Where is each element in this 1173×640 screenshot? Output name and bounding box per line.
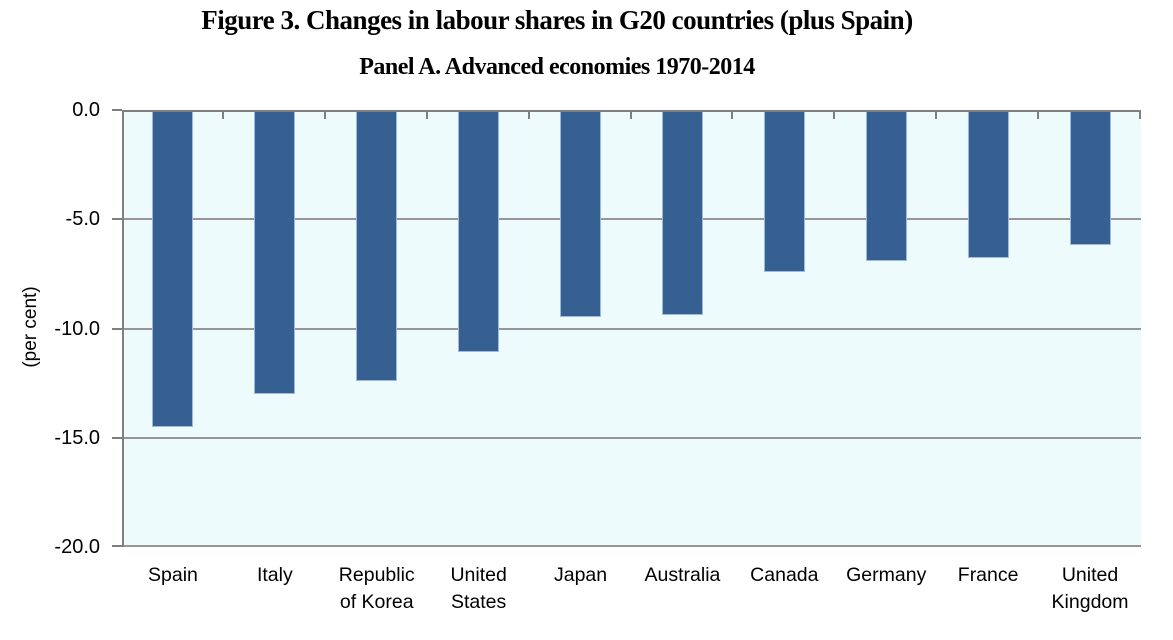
x-axis-tick <box>426 110 428 119</box>
figure-subtitle: Panel A. Advanced economies 1970-2014 <box>359 54 755 80</box>
y-axis-tick-label: -15.0 <box>54 426 100 449</box>
x-axis-tick <box>324 110 326 119</box>
bar-spain <box>152 112 194 427</box>
x-axis-tick <box>528 110 530 119</box>
x-axis-tick <box>1037 110 1039 119</box>
x-axis-category-label-canada: Canada <box>750 564 819 586</box>
y-axis-tick <box>112 327 122 330</box>
bar-republic-of-korea <box>356 112 398 381</box>
bar-germany <box>865 112 907 261</box>
x-axis-tick <box>222 110 224 119</box>
x-axis-category-label-united-kingdom: United Kingdom <box>1051 564 1129 613</box>
bar-australia <box>661 112 703 315</box>
x-axis-tick <box>833 110 835 119</box>
y-axis-tick-label: 0.0 <box>72 99 100 121</box>
plot-area <box>122 110 1141 547</box>
x-axis-category-label-italy: Italy <box>256 564 293 586</box>
gridline <box>122 545 1141 547</box>
x-axis-category-label-australia: Australia <box>644 564 721 586</box>
bar-united-kingdom <box>1069 112 1111 245</box>
bar-canada <box>763 112 805 272</box>
x-axis-category-label-france: France <box>957 564 1019 586</box>
y-axis-tick <box>112 109 122 111</box>
gridline <box>122 436 1141 439</box>
y-axis-line <box>122 110 124 547</box>
y-axis-tick-label: -5.0 <box>65 208 100 231</box>
bar-italy <box>254 112 296 394</box>
y-axis-tick-label: -20.0 <box>54 536 100 558</box>
gridline <box>122 327 1141 330</box>
x-axis-category-label-republic-of-korea: Republic of Korea <box>338 564 415 613</box>
bar-france <box>967 112 1009 258</box>
bar-united-states <box>458 112 500 352</box>
x-axis-category-label-united-states: United States <box>450 564 507 613</box>
x-axis-category-label-japan: Japan <box>553 564 608 586</box>
bar-japan <box>560 112 602 317</box>
y-axis-tick <box>112 436 122 439</box>
x-axis-category-label-germany: Germany <box>846 564 927 586</box>
y-axis-tick <box>112 218 122 221</box>
y-axis-tick <box>112 545 122 547</box>
x-axis-tick <box>731 110 733 119</box>
x-axis-tick <box>935 110 937 119</box>
gridline <box>122 218 1141 221</box>
figure-title: Figure 3. Changes in labour shares in G2… <box>201 5 913 35</box>
x-axis-tick <box>630 110 632 119</box>
y-axis-tick-label: -10.0 <box>54 317 100 340</box>
x-axis-tick <box>1139 110 1141 119</box>
x-axis-category-label-spain: Spain <box>148 564 198 586</box>
